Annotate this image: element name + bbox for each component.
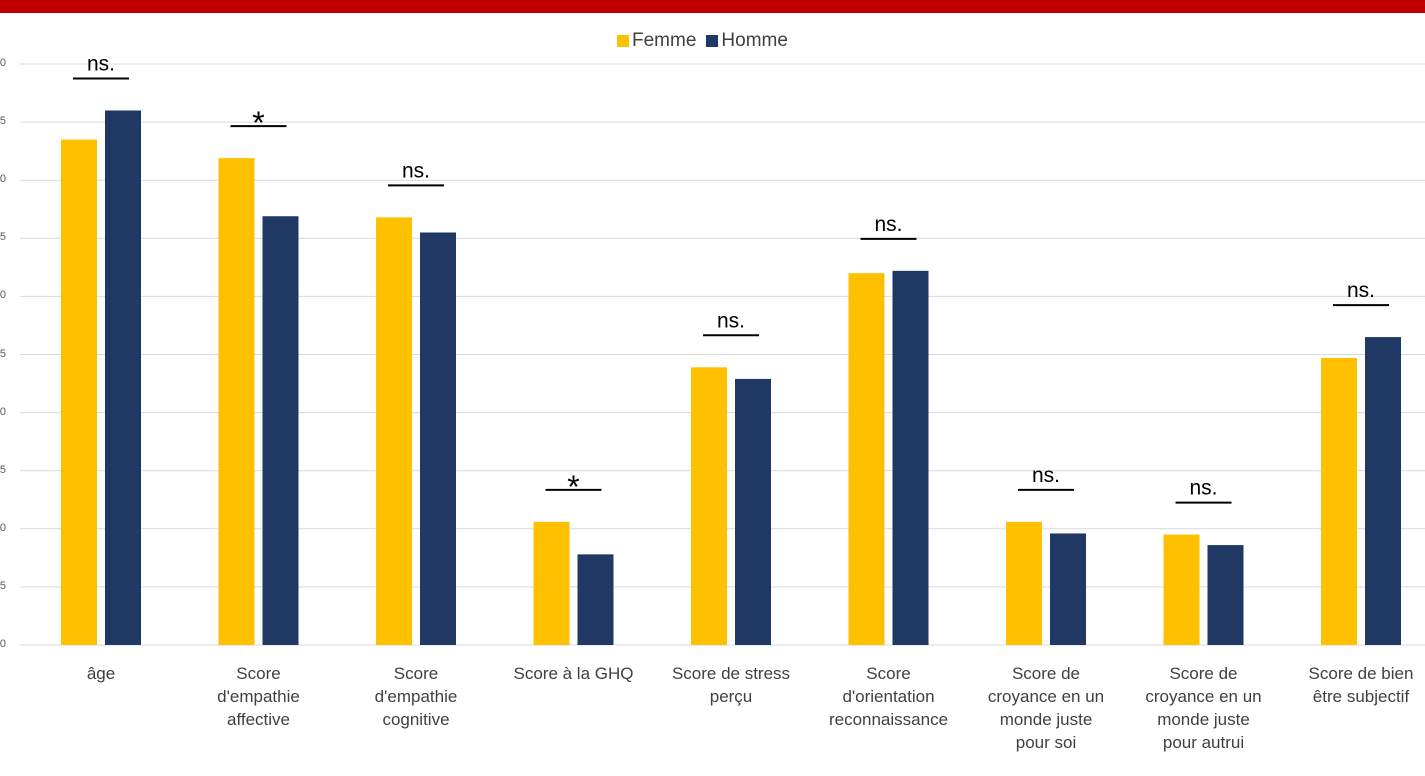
bar-homme (735, 378, 771, 645)
legend-item-femme: Femme (617, 30, 696, 52)
bar-femme (1321, 357, 1357, 645)
bar-homme (1050, 533, 1086, 645)
y-tick-label: 0 (0, 57, 6, 69)
y-tick-label: 5 (0, 347, 6, 360)
x-category-label: Score d'empathie cognitive (374, 664, 458, 729)
bar-homme (1207, 545, 1244, 645)
significance-label: ns. (87, 52, 115, 75)
legend-swatch-femme (617, 35, 629, 47)
significance-label: ns. (717, 309, 745, 332)
x-category-label: Score de croyance en un monde juste pour… (987, 664, 1105, 752)
y-tick-label: 0 (0, 638, 6, 650)
x-category-label: Score d'empathie affective (217, 664, 300, 729)
y-tick-label: 5 (0, 463, 6, 476)
bar-homme (892, 270, 929, 645)
legend-label-femme: Femme (632, 30, 697, 51)
significance-label: ns. (1032, 464, 1060, 487)
x-category-label: Score à la GHQ (513, 664, 634, 683)
legend-swatch-homme (706, 35, 719, 47)
legend-item-homme: Homme (706, 30, 788, 52)
chart-legend: Femme Homme (617, 30, 788, 52)
x-category-label: Score de croyance en un monde juste pour… (1145, 664, 1262, 752)
significance-label: * (567, 469, 579, 505)
bar-homme (420, 232, 456, 646)
x-category-label: Score de bien être subjectif (1308, 664, 1414, 706)
bar-femme (376, 217, 412, 645)
bar-femme (848, 273, 885, 645)
significance-label: ns. (1347, 279, 1375, 302)
bar-femme (61, 139, 97, 645)
bar-femme (1163, 534, 1200, 645)
significance-label: * (252, 105, 264, 141)
significance-label: ns. (874, 213, 902, 236)
y-tick-label: 0 (0, 521, 6, 534)
legend-label-homme: Homme (721, 30, 788, 51)
y-tick-label: 0 (0, 289, 6, 302)
bar-femme (218, 158, 255, 645)
bar-homme (577, 554, 614, 645)
bar-femme (533, 521, 570, 645)
y-tick-label: 5 (0, 579, 6, 592)
y-tick-label: 0 (0, 405, 6, 418)
bar-homme (1365, 337, 1401, 645)
bar-femme (691, 367, 727, 645)
significance-label: ns. (1189, 477, 1217, 500)
significance-label: ns. (402, 159, 430, 182)
y-tick-label: 5 (0, 231, 6, 244)
bar-femme (1006, 521, 1042, 645)
x-category-label: Score d'orientation reconnaissance (828, 664, 949, 729)
y-tick-label: 5 (0, 115, 6, 128)
y-tick-label: 0 (0, 173, 6, 186)
x-category-label: Score de stress perçu (671, 664, 791, 706)
x-category-label: âge (86, 664, 116, 683)
bar-homme (262, 216, 299, 646)
bar-homme (105, 110, 141, 646)
top-accent-bar (0, 0, 1425, 13)
